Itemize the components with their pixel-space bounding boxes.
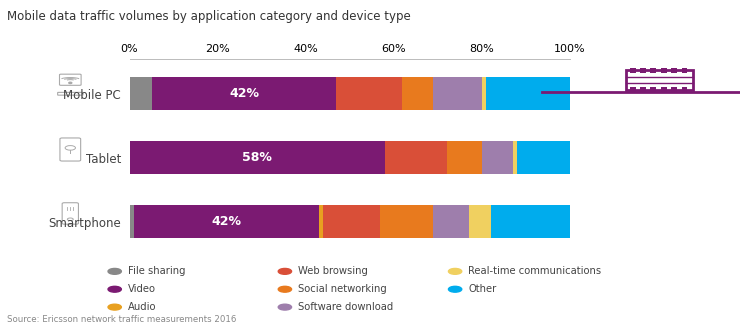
Text: Source: Ericsson network traffic measurements 2016: Source: Ericsson network traffic measure…	[7, 315, 237, 324]
Text: Mobile data traffic volumes by application category and device type: Mobile data traffic volumes by applicati…	[7, 10, 411, 23]
Bar	[671, 87, 677, 92]
Bar	[446, 141, 482, 174]
Circle shape	[108, 268, 121, 274]
Bar	[640, 87, 646, 92]
Bar	[486, 77, 570, 110]
Text: Software download: Software download	[298, 302, 394, 312]
Bar	[385, 141, 446, 174]
Bar	[517, 141, 570, 174]
Circle shape	[278, 304, 292, 310]
Bar	[671, 68, 677, 73]
Bar	[323, 205, 380, 238]
Bar	[468, 205, 491, 238]
Circle shape	[108, 304, 121, 310]
Bar	[650, 68, 656, 73]
Text: 42%: 42%	[212, 215, 241, 228]
Bar	[630, 87, 636, 92]
Circle shape	[69, 82, 72, 84]
Bar	[640, 68, 646, 73]
Bar	[380, 205, 434, 238]
Text: Other: Other	[468, 284, 497, 294]
Text: Real-time communications: Real-time communications	[468, 266, 602, 276]
Circle shape	[278, 268, 292, 274]
Bar	[319, 205, 323, 238]
Text: The share of video
traffic is approaching
60% on tablets: The share of video traffic is approachin…	[605, 144, 740, 195]
Bar	[134, 205, 319, 238]
Text: 42%: 42%	[229, 87, 259, 100]
Text: File sharing: File sharing	[128, 266, 186, 276]
Bar	[152, 77, 337, 110]
Bar	[130, 77, 152, 110]
Bar	[130, 205, 134, 238]
Bar	[513, 141, 517, 174]
Bar	[403, 77, 434, 110]
Circle shape	[448, 286, 462, 292]
Bar	[682, 87, 687, 92]
Bar	[482, 77, 486, 110]
Circle shape	[108, 286, 121, 292]
Bar	[626, 70, 693, 90]
Text: Social networking: Social networking	[298, 284, 387, 294]
Bar	[434, 205, 468, 238]
Text: Web browsing: Web browsing	[298, 266, 368, 276]
Bar	[661, 87, 667, 92]
Bar	[337, 77, 403, 110]
Bar	[482, 141, 513, 174]
Circle shape	[448, 268, 462, 274]
Bar	[130, 141, 385, 174]
Circle shape	[278, 286, 292, 292]
Text: Audio: Audio	[128, 302, 157, 312]
Text: 58%: 58%	[242, 151, 272, 164]
Bar	[491, 205, 570, 238]
Text: Video: Video	[128, 284, 156, 294]
Bar	[434, 77, 482, 110]
Bar	[630, 68, 636, 73]
Bar	[650, 87, 656, 92]
Bar	[661, 68, 667, 73]
Bar	[682, 68, 687, 73]
